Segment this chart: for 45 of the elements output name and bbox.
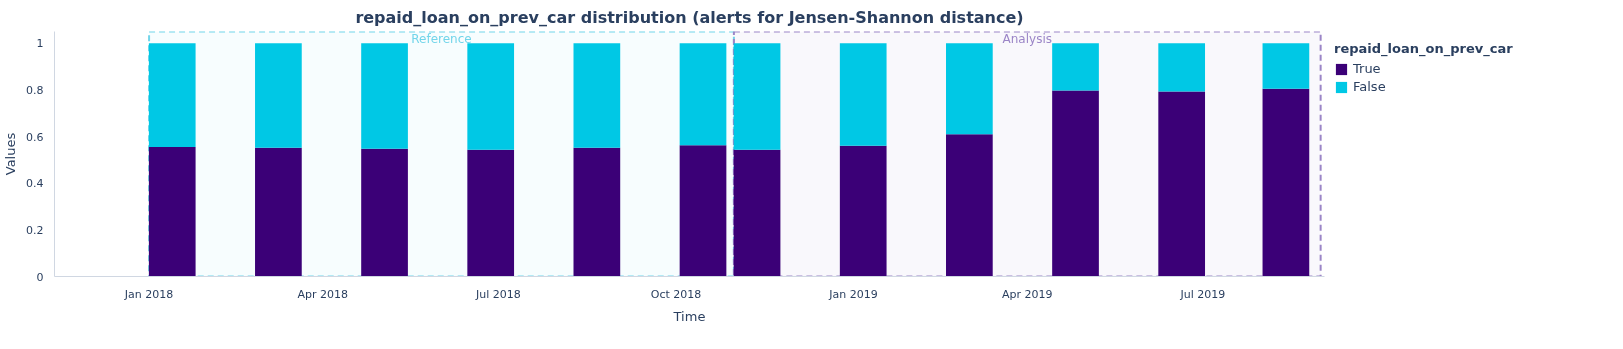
y-tick-label: 1 [36,37,44,51]
bar [573,147,621,277]
y-tick-label: 0.4 [26,177,44,191]
x-tick-label: Apr 2018 [297,287,349,301]
bar [733,149,781,277]
x-tick-label: Jul 2019 [1179,287,1226,301]
bar [839,43,887,146]
bar [1158,43,1206,92]
legend-label: False [1353,79,1386,94]
bar [255,147,302,277]
bar [733,43,781,150]
bar [1052,43,1099,91]
x-tick-label: Jan 2019 [828,287,878,301]
bar [573,43,621,148]
bar [1052,90,1099,277]
bar [361,43,408,149]
chart-title: repaid_loan_on_prev_car distribution (alerts for Jensen-Shannon distance) [355,7,1024,27]
legend-title: repaid_loan_on_prev_car [1334,41,1513,56]
bar [1158,91,1206,277]
bar [361,148,408,277]
band-label: Reference [411,31,472,46]
legend-label: True [1353,61,1381,76]
y-axis-title: Values [3,132,19,176]
bar [839,145,887,277]
y-tick-label: 0.8 [26,83,44,97]
x-tick-label: Apr 2019 [1002,287,1053,301]
x-tick-label: Jul 2018 [475,287,521,301]
band-label: Analysis [1002,31,1052,46]
x-tick-label: Oct 2018 [650,287,702,301]
bar [467,43,515,150]
bar [148,147,196,277]
bar [1262,88,1310,277]
y-tick-label: 0 [36,270,44,284]
bar [148,43,196,147]
bar [1262,43,1310,89]
y-tick-label: 0.2 [26,223,44,237]
y-tick-label: 0.6 [26,130,44,144]
x-axis-title: Time [672,308,706,324]
x-tick-label: Jan 2018 [123,287,174,301]
bar [946,134,993,277]
bar [679,145,727,277]
bar [946,43,993,135]
bar [467,149,515,277]
bar [679,43,727,146]
bar [255,43,302,148]
